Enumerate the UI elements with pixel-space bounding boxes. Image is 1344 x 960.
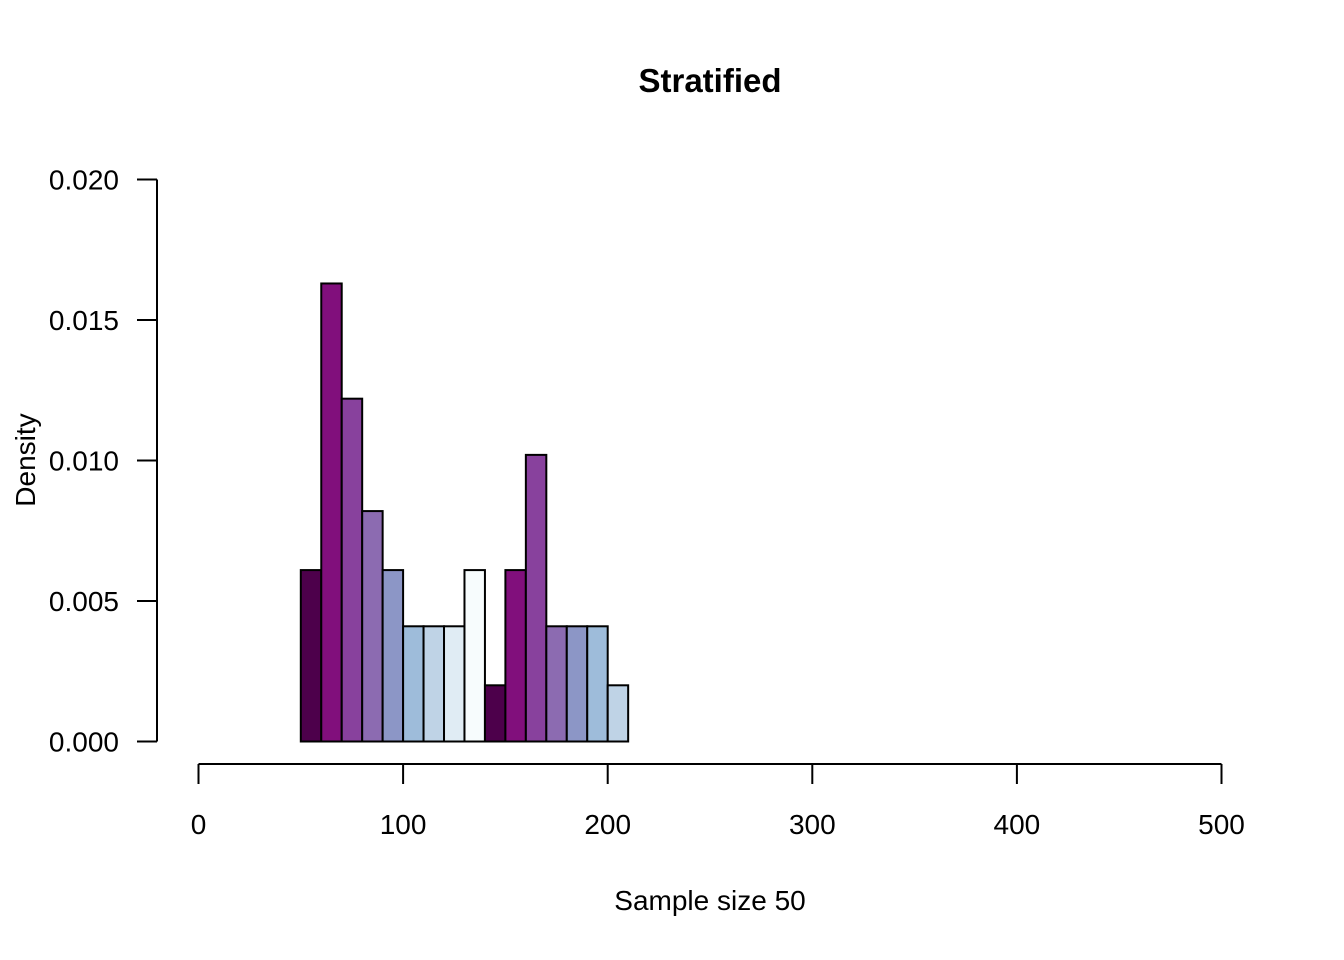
chart-title: Stratified [638, 62, 781, 99]
x-tick-label: 300 [789, 809, 836, 840]
histogram-bar [606, 684, 630, 743]
histogram-bar [483, 684, 507, 743]
histogram-bar [586, 625, 609, 743]
histogram-bar [524, 453, 548, 743]
histogram-bar [340, 397, 364, 743]
histogram-bar [565, 625, 589, 743]
histogram-bar [320, 282, 343, 743]
x-axis-label: Sample size 50 [614, 885, 805, 916]
x-tick-label: 100 [380, 809, 427, 840]
histogram-bar [381, 569, 405, 743]
histogram-bar [422, 625, 446, 743]
x-tick-label: 400 [994, 809, 1041, 840]
y-tick-label: 0.010 [49, 446, 119, 477]
x-tick-label: 500 [1198, 809, 1245, 840]
y-tick-label: 0.000 [49, 727, 119, 758]
bars-layer [299, 282, 630, 743]
x-axis: 0 100 200 300 400 500 [191, 763, 1245, 840]
y-tick-label: 0.015 [49, 305, 119, 336]
y-axis: 0.000 0.005 0.010 0.015 0.020 [49, 165, 158, 758]
y-tick-label: 0.005 [49, 586, 119, 617]
y-tick-label: 0.020 [49, 165, 119, 196]
x-tick-label: 200 [584, 809, 631, 840]
x-tick-label: 0 [191, 809, 207, 840]
histogram-bar [299, 569, 323, 743]
histogram-bar [545, 625, 568, 743]
y-axis-label: Density [10, 413, 41, 506]
histogram-bar [443, 625, 466, 743]
histogram-bar [361, 510, 384, 743]
histogram-bar [504, 569, 527, 743]
histogram-bar [402, 625, 425, 743]
histogram-bar [463, 569, 486, 743]
